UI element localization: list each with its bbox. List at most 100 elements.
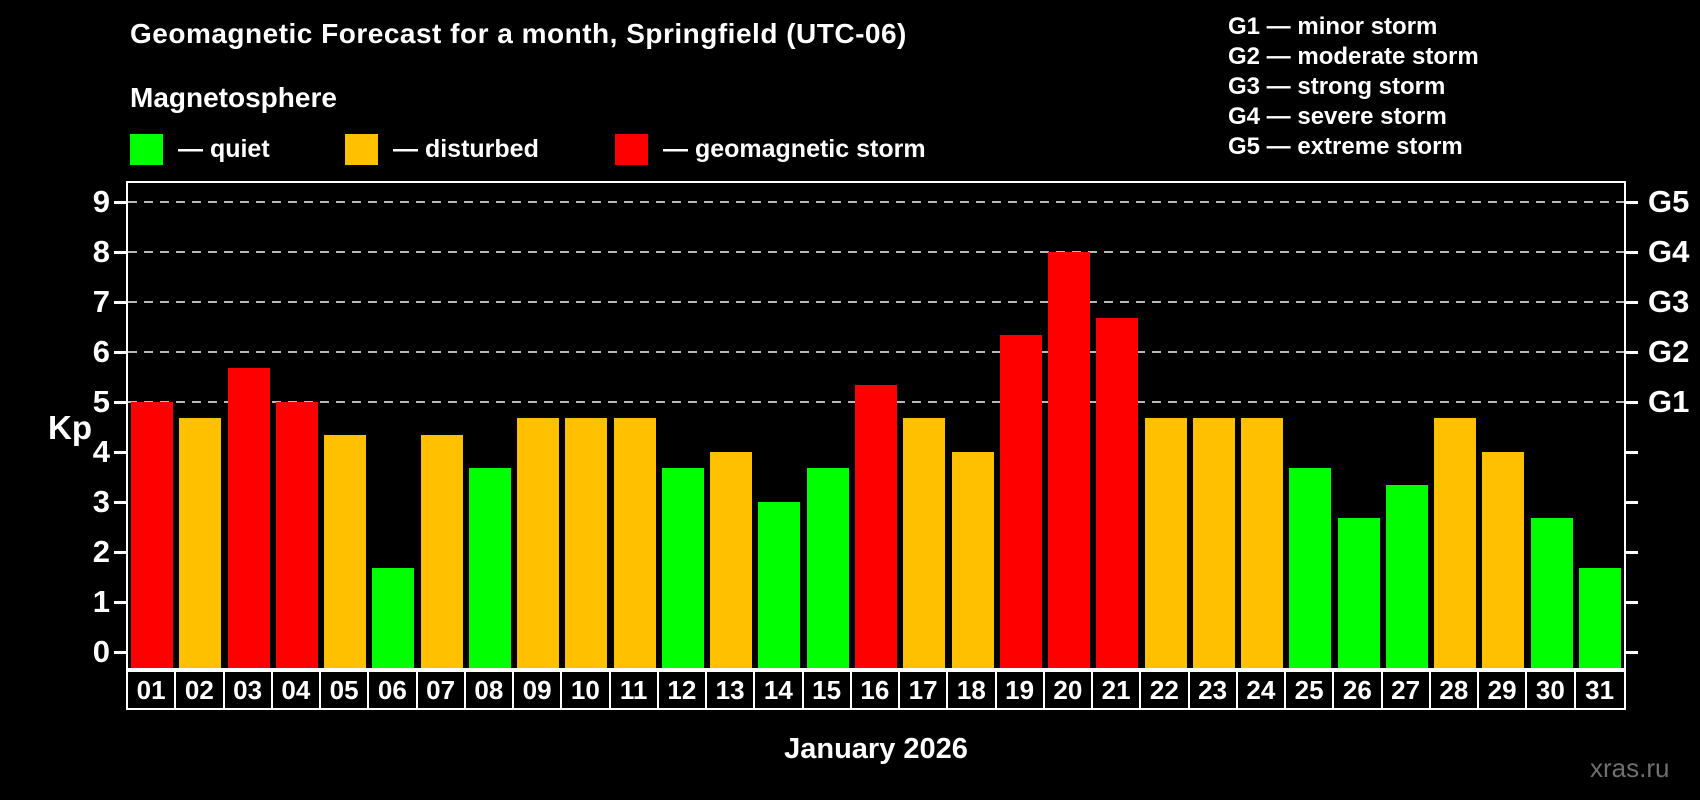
day-cell-20: 20 bbox=[1045, 672, 1093, 708]
legend-label-disturbed: — disturbed bbox=[393, 134, 539, 163]
storm-scale-line-5: G5 — extreme storm bbox=[1228, 133, 1463, 160]
day-cell-02: 02 bbox=[176, 672, 225, 708]
y-left-label-5: 5 bbox=[92, 383, 110, 419]
bar-day-07 bbox=[420, 435, 463, 668]
y-left-label-0: 0 bbox=[92, 633, 110, 669]
y-right-tick-0 bbox=[1626, 650, 1638, 654]
bar-day-23 bbox=[1192, 418, 1235, 668]
day-label-row: 01 02 03 04 05 06 07 08 09 10 11 12 13 14 15 16 17 18 19 20… bbox=[126, 670, 1626, 710]
day-cell-01: 01 bbox=[128, 672, 177, 708]
chart-subtitle: Magnetosphere bbox=[130, 82, 337, 113]
bar-day-06 bbox=[372, 568, 415, 668]
day-cell-14: 14 bbox=[755, 672, 804, 708]
day-cell-17: 17 bbox=[900, 672, 949, 708]
bar-day-27 bbox=[1385, 485, 1428, 668]
y-left-label-2: 2 bbox=[92, 533, 110, 569]
y-left-label-9: 9 bbox=[92, 183, 110, 219]
bar-day-03 bbox=[227, 368, 270, 668]
bar-day-01 bbox=[131, 401, 174, 668]
bar-day-19 bbox=[999, 335, 1042, 668]
y-left-label-3: 3 bbox=[92, 483, 110, 519]
day-cell-28: 28 bbox=[1431, 672, 1479, 708]
day-cell-07: 07 bbox=[418, 672, 466, 708]
y-left-tick-1 bbox=[114, 600, 126, 604]
y-right-tick-7 bbox=[1626, 300, 1638, 304]
y-left-tick-3 bbox=[114, 500, 126, 504]
y-left-label-4: 4 bbox=[92, 433, 110, 469]
storm-scale-line-2: G2 — moderate storm bbox=[1228, 43, 1479, 70]
y-right-tick-2 bbox=[1626, 550, 1638, 554]
gridline-kp-7 bbox=[128, 300, 1624, 303]
plot-area bbox=[126, 181, 1626, 670]
day-cell-23: 23 bbox=[1190, 672, 1238, 708]
bar-day-29 bbox=[1482, 451, 1525, 668]
storm-scale-line-4: G4 — severe storm bbox=[1228, 103, 1447, 130]
bar-day-11 bbox=[613, 418, 656, 668]
bar-day-02 bbox=[179, 418, 222, 668]
y-right-tick-5 bbox=[1626, 400, 1638, 404]
legend-item-storm: — geomagnetic storm bbox=[615, 133, 926, 165]
storm-scale-line-1: G1 — minor storm bbox=[1228, 13, 1438, 40]
watermark-xras: xras.ru bbox=[1590, 753, 1670, 783]
legend-label-quiet: — quiet bbox=[178, 134, 270, 163]
y-left-label-6: 6 bbox=[92, 333, 110, 369]
bar-day-16 bbox=[855, 385, 897, 668]
bar-day-09 bbox=[517, 418, 560, 668]
y-left-tick-2 bbox=[114, 550, 126, 554]
day-cell-04: 04 bbox=[273, 672, 321, 708]
y-right-label-G2: G2 bbox=[1648, 333, 1690, 369]
day-cell-25: 25 bbox=[1286, 672, 1335, 708]
bar-day-18 bbox=[951, 451, 994, 668]
legend-item-disturbed: — disturbed bbox=[345, 133, 539, 165]
gridline-kp-9 bbox=[128, 200, 1624, 203]
day-cell-27: 27 bbox=[1383, 672, 1431, 708]
y-right-tick-3 bbox=[1626, 500, 1638, 504]
y-left-label-1: 1 bbox=[92, 583, 110, 619]
bar-day-05 bbox=[324, 435, 367, 668]
day-cell-13: 13 bbox=[707, 672, 756, 708]
y-right-label-G3: G3 bbox=[1648, 283, 1690, 319]
bar-day-25 bbox=[1289, 468, 1332, 668]
day-cell-10: 10 bbox=[562, 672, 611, 708]
y-right-label-G5: G5 bbox=[1648, 183, 1690, 219]
y-left-tick-4 bbox=[114, 450, 126, 454]
y-right-tick-6 bbox=[1626, 350, 1638, 354]
bar-day-13 bbox=[710, 451, 753, 668]
storm-scale-line-3: G3 — strong storm bbox=[1228, 73, 1446, 100]
day-cell-08: 08 bbox=[466, 672, 514, 708]
day-cell-15: 15 bbox=[804, 672, 852, 708]
bar-day-08 bbox=[468, 468, 511, 668]
day-cell-09: 09 bbox=[514, 672, 563, 708]
day-cell-19: 19 bbox=[997, 672, 1045, 708]
gridline-kp-6 bbox=[128, 350, 1624, 353]
y-left-tick-0 bbox=[114, 650, 126, 654]
day-cell-16: 16 bbox=[852, 672, 900, 708]
x-axis-label-month: January 2026 bbox=[784, 733, 968, 765]
day-cell-12: 12 bbox=[659, 672, 707, 708]
gridline-kp-8 bbox=[128, 250, 1624, 253]
y-right-label-G1: G1 bbox=[1648, 383, 1690, 419]
day-cell-30: 30 bbox=[1527, 672, 1576, 708]
y-axis-label-kp: Kp bbox=[48, 409, 92, 446]
y-right-tick-4 bbox=[1626, 450, 1638, 454]
day-cell-24: 24 bbox=[1238, 672, 1286, 708]
legend-label-storm: — geomagnetic storm bbox=[663, 134, 926, 163]
y-left-label-8: 8 bbox=[92, 233, 110, 269]
y-right-tick-9 bbox=[1626, 200, 1638, 204]
bar-day-04 bbox=[275, 401, 318, 668]
bar-day-17 bbox=[903, 418, 946, 668]
legend-item-quiet: — quiet bbox=[130, 133, 270, 165]
bar-day-20 bbox=[1048, 251, 1091, 668]
bar-day-31 bbox=[1578, 568, 1621, 668]
y-left-tick-6 bbox=[114, 350, 126, 354]
bar-day-15 bbox=[806, 468, 849, 668]
bar-day-10 bbox=[565, 418, 608, 668]
day-cell-26: 26 bbox=[1334, 672, 1383, 708]
bar-day-14 bbox=[758, 501, 801, 668]
y-right-label-G4: G4 bbox=[1648, 233, 1690, 269]
y-left-label-7: 7 bbox=[92, 283, 110, 319]
legend-swatch-storm bbox=[615, 133, 648, 165]
day-cell-06: 06 bbox=[369, 672, 418, 708]
day-cell-29: 29 bbox=[1479, 672, 1528, 708]
